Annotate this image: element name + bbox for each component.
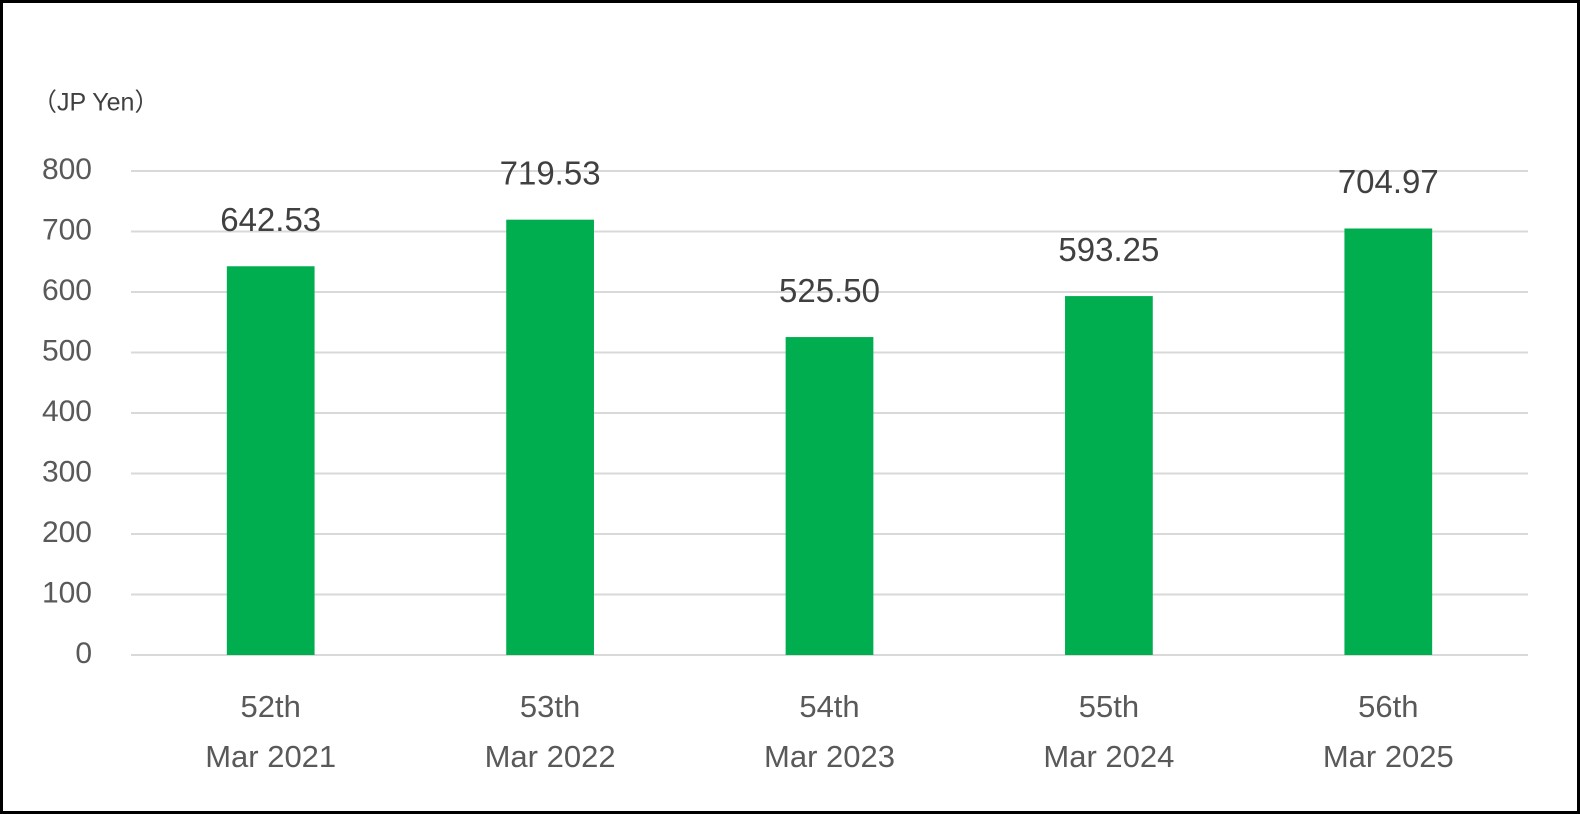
y-axis-label: （JP Yen） xyxy=(32,89,159,117)
data-label: 593.25 xyxy=(1058,231,1159,268)
y-tick-label: 500 xyxy=(42,334,92,367)
y-tick-label: 300 xyxy=(42,455,92,488)
y-tick-label: 700 xyxy=(42,213,92,246)
bar xyxy=(226,266,315,655)
data-label: 719.53 xyxy=(500,154,601,191)
x-tick-label: Mar 2021 xyxy=(205,739,336,774)
x-tick-label: 54th xyxy=(799,689,859,724)
x-tick-label: 55th xyxy=(1079,689,1139,724)
x-tick-label: Mar 2025 xyxy=(1323,739,1454,774)
x-tick-label: 52th xyxy=(241,689,301,724)
x-tick-label: 56th xyxy=(1358,689,1418,724)
bar xyxy=(785,337,874,655)
data-label: 704.97 xyxy=(1338,163,1439,200)
x-tick-label: Mar 2023 xyxy=(764,739,895,774)
bar xyxy=(1344,228,1433,655)
y-tick-label: 100 xyxy=(42,576,92,609)
y-tick-label: 0 xyxy=(75,637,92,670)
y-tick-label: 400 xyxy=(42,395,92,428)
data-label: 642.53 xyxy=(220,201,321,238)
y-tick-label: 600 xyxy=(42,274,92,307)
x-tick-label: 53th xyxy=(520,689,580,724)
y-tick-label: 200 xyxy=(42,516,92,549)
bar xyxy=(506,219,594,655)
data-label: 525.50 xyxy=(779,272,880,309)
y-tick-label: 800 xyxy=(42,153,92,186)
x-tick-label: Mar 2024 xyxy=(1043,739,1174,774)
x-tick-label: Mar 2022 xyxy=(485,739,616,774)
bar xyxy=(1065,296,1153,655)
